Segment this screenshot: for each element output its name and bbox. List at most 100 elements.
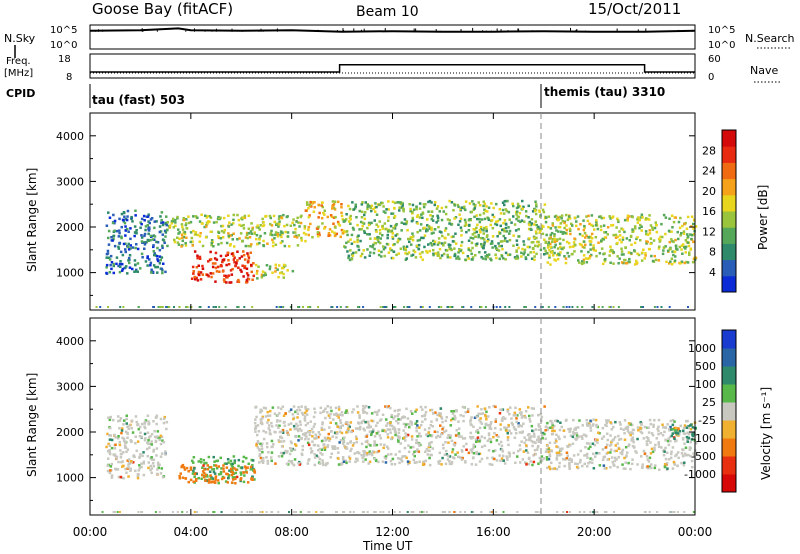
rti-cell: [533, 223, 536, 226]
rti-cell: [382, 446, 385, 450]
rti-cell: [294, 234, 298, 238]
rti-cell: [182, 235, 186, 239]
rti-cell: [162, 417, 166, 421]
rti-cell: [623, 419, 627, 422]
rti-cell: [528, 417, 531, 421]
rti-cell: [624, 246, 627, 250]
rti-cell: [448, 511, 451, 513]
rti-cell: [105, 224, 109, 227]
rti-cell: [131, 431, 135, 434]
rti-cell: [533, 435, 536, 438]
rti-cell: [360, 228, 363, 231]
rti-cell: [126, 431, 129, 435]
colorbar-swatch: [722, 211, 736, 228]
rti-cell: [461, 405, 465, 409]
rti-cell: [445, 453, 449, 456]
rti-cell: [231, 478, 235, 481]
rti-cell: [598, 452, 601, 455]
rti-cell: [561, 220, 564, 223]
rti-cell: [304, 239, 307, 243]
rti-cell: [672, 511, 675, 513]
date-title: 15/Oct/2011: [588, 0, 681, 18]
rti-cell: [446, 458, 450, 461]
rti-cell: [625, 426, 629, 429]
rti-cell: [178, 231, 181, 234]
rti-cell: [360, 442, 364, 446]
rti-cell: [158, 262, 162, 265]
rti-cell: [518, 205, 522, 208]
rti-cell: [448, 462, 452, 466]
rti-cell: [436, 430, 439, 434]
rti-cell: [430, 244, 434, 247]
rti-cell: [181, 239, 184, 242]
rti-cell: [460, 244, 463, 247]
rti-cell: [353, 207, 357, 210]
rti-cell: [197, 270, 201, 274]
rti-cell: [406, 460, 410, 463]
rti-cell: [323, 213, 326, 216]
rti-cell: [650, 432, 654, 435]
rti-cell: [189, 468, 193, 471]
rti-cell: [157, 463, 160, 467]
rti-cell: [467, 257, 470, 260]
rti-cell: [506, 432, 509, 435]
rti-cell: [424, 450, 427, 453]
rti-cell: [648, 456, 652, 460]
rti-cell: [152, 244, 155, 247]
rti-cell: [156, 468, 159, 471]
rti-cell: [581, 260, 584, 263]
nsky-right-tick-bottom: 10^0: [708, 40, 735, 51]
rti-cell: [486, 255, 489, 259]
rti-cell: [407, 450, 411, 454]
rti-cell: [166, 228, 169, 232]
rti-cell: [150, 456, 153, 459]
rti-cell: [341, 424, 344, 427]
rti-cell: [617, 438, 621, 441]
rti-cell: [147, 229, 151, 232]
rti-cell: [326, 444, 330, 447]
rti-cell: [428, 449, 431, 452]
rti-cell: [206, 475, 209, 478]
rti-cell: [146, 414, 150, 417]
rti-cell: [376, 225, 380, 228]
rti-cell: [107, 229, 111, 233]
rti-cell: [571, 442, 575, 445]
rti-cell: [123, 221, 127, 225]
rti-cell: [562, 511, 565, 513]
rti-cell: [466, 255, 470, 258]
rti-cell: [105, 263, 109, 267]
rti-cell: [139, 226, 142, 229]
rti-cell: [300, 411, 304, 415]
rti-cell: [479, 306, 481, 308]
rti-cell: [184, 242, 187, 245]
rti-cell: [532, 432, 536, 436]
rti-cell: [479, 228, 483, 231]
rti-cell: [233, 467, 236, 470]
rti-cell: [546, 428, 549, 432]
rti-cell: [154, 265, 157, 269]
rti-cell: [292, 424, 296, 428]
rti-cell: [245, 267, 249, 270]
rti-cell: [554, 226, 557, 229]
rti-cell: [370, 204, 373, 207]
rti-cell: [313, 206, 316, 209]
rti-cell: [683, 511, 686, 513]
rti-cell: [330, 430, 333, 433]
rti-cell: [673, 437, 676, 440]
rti-cell: [656, 511, 659, 513]
rti-cell: [392, 243, 395, 247]
rti-cell: [277, 511, 280, 513]
rti-cell: [542, 457, 545, 460]
rti-cell: [604, 258, 607, 261]
rti-cell: [152, 245, 155, 249]
rti-cell: [403, 306, 406, 308]
rti-cell: [651, 226, 654, 229]
rti-cell: [245, 456, 248, 460]
rti-cell: [299, 423, 302, 426]
rti-cell: [645, 455, 649, 458]
rti-cell: [551, 423, 554, 427]
rti-cell: [681, 454, 685, 458]
rti-cell: [394, 306, 397, 308]
rti-cell: [201, 466, 204, 469]
rti-cell: [408, 460, 411, 464]
